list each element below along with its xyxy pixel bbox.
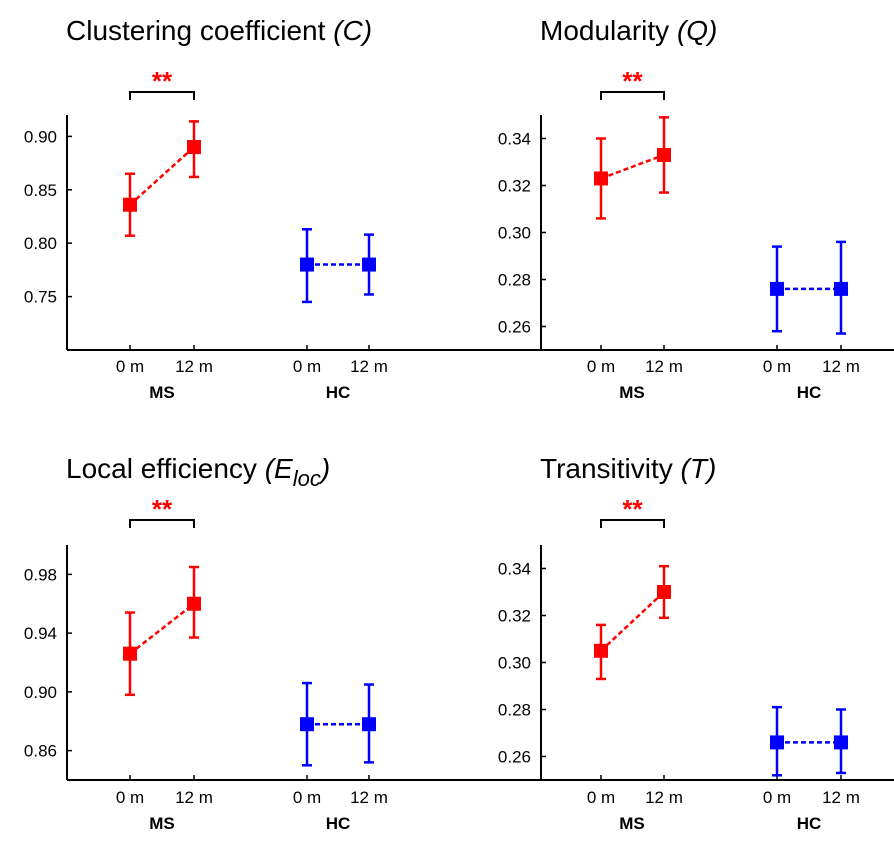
- x-tick-label: 12 m: [175, 357, 213, 376]
- panel-title: Clustering coefficient (C): [66, 15, 372, 46]
- panel-clustering-coefficient: Clustering coefficient (C) 0.75 0.80 0.85 0…: [24, 15, 894, 402]
- y-tick-label: 0.86: [24, 742, 57, 761]
- group-label: MS: [149, 383, 175, 402]
- x-tick-label: 0 m: [116, 357, 144, 376]
- series-hc: [300, 681, 376, 767]
- y-tick-label: 0.90: [24, 683, 57, 702]
- significance-label: **: [152, 66, 173, 96]
- connector-line: [129, 602, 195, 655]
- data-point: [300, 717, 314, 732]
- y-tick-label: 0.85: [24, 181, 57, 200]
- data-point: [594, 171, 608, 186]
- series-ms: [123, 120, 201, 237]
- connector-line: [600, 153, 665, 180]
- x-tick-label: 0 m: [116, 788, 144, 807]
- y-tick-label: 0.94: [24, 624, 57, 643]
- data-point: [300, 257, 314, 272]
- data-point: [362, 257, 376, 272]
- significance-label: **: [152, 494, 173, 524]
- x-tick-label: 0 m: [587, 788, 615, 807]
- data-point: [594, 643, 608, 658]
- y-tick-label: 0.75: [24, 288, 57, 307]
- significance-bracket: [600, 519, 665, 528]
- series-ms: [123, 565, 201, 697]
- series-ms: [594, 564, 671, 681]
- significance-label: **: [622, 494, 643, 524]
- data-point: [123, 646, 137, 661]
- panel-title: Modularity (Q): [540, 15, 717, 46]
- group-label: HC: [326, 814, 351, 833]
- x-tick-label: 0 m: [587, 357, 615, 376]
- x-tick-label: 0 m: [763, 357, 791, 376]
- connector-line: [129, 146, 195, 206]
- y-tick-label: 0.34: [498, 130, 531, 149]
- panel-title: Local efficiency (Eloc): [66, 453, 330, 491]
- panel-transitivity: Transitivity (T) 0.26 0.28 0.30 0.32 0.34 0 m…: [498, 453, 894, 833]
- significance-bracket: [600, 91, 665, 100]
- y-tick-label: 0.26: [498, 318, 531, 337]
- data-point: [657, 585, 671, 599]
- x-tick-label: 12 m: [822, 357, 860, 376]
- series-hc: [770, 705, 848, 777]
- x-tick-label: 0 m: [293, 788, 321, 807]
- y-tick-label: 0.34: [498, 560, 531, 579]
- y-tick-label: 0.32: [498, 607, 531, 626]
- panel-local-efficiency: Local efficiency (Eloc) 0.86 0.90 0.94 0.98…: [24, 453, 894, 833]
- data-point: [123, 197, 137, 212]
- y-tick-label: 0.28: [498, 701, 531, 720]
- x-tick-label: 0 m: [293, 357, 321, 376]
- x-tick-label: 12 m: [350, 788, 388, 807]
- series-hc: [770, 240, 848, 335]
- significance-label: **: [622, 66, 643, 96]
- y-tick-label: 0.32: [498, 177, 531, 196]
- group-label: MS: [619, 814, 645, 833]
- y-tick-label: 0.90: [24, 127, 57, 146]
- data-point: [362, 717, 376, 732]
- significance-bracket: [129, 91, 195, 100]
- data-point: [770, 281, 784, 296]
- series-hc: [300, 228, 376, 304]
- group-label: HC: [326, 383, 351, 402]
- data-point: [834, 735, 848, 750]
- series-ms: [594, 116, 671, 220]
- significance-bracket: [129, 519, 195, 528]
- y-tick-label: 0.30: [498, 224, 531, 243]
- x-tick-label: 12 m: [822, 788, 860, 807]
- x-tick-label: 12 m: [350, 357, 388, 376]
- data-point: [834, 281, 848, 296]
- y-tick-label: 0.26: [498, 748, 531, 767]
- group-label: MS: [619, 383, 645, 402]
- x-tick-label: 12 m: [645, 357, 683, 376]
- x-tick-label: 12 m: [175, 788, 213, 807]
- y-tick-label: 0.98: [24, 565, 57, 584]
- panel-modularity: Modularity (Q) 0.26 0.28 0.30 0.32 0.34 0 m 12…: [498, 15, 894, 402]
- panel-title: Transitivity (T): [540, 453, 716, 484]
- data-point: [187, 596, 201, 611]
- group-label: MS: [149, 814, 175, 833]
- data-point: [770, 735, 784, 750]
- x-tick-label: 0 m: [763, 788, 791, 807]
- group-label: HC: [797, 814, 822, 833]
- y-tick-label: 0.30: [498, 654, 531, 673]
- data-point: [187, 140, 201, 155]
- data-point: [657, 147, 671, 162]
- group-label: HC: [797, 383, 822, 402]
- y-tick-label: 0.28: [498, 271, 531, 290]
- y-tick-label: 0.80: [24, 234, 57, 253]
- x-tick-label: 12 m: [645, 788, 683, 807]
- connector-line: [600, 591, 665, 652]
